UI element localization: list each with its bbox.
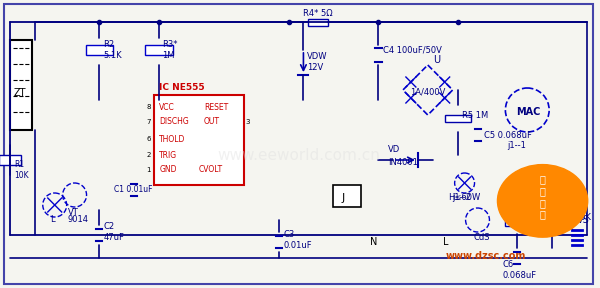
Text: IC NE555: IC NE555	[159, 82, 205, 92]
Text: C5 0.068uF: C5 0.068uF	[484, 130, 532, 139]
Bar	[10, 40, 32, 130]
Bar	[505, 219, 529, 226]
Text: VS: VS	[577, 215, 590, 225]
Text: CVOLT: CVOLT	[199, 166, 223, 175]
Text: MAC: MAC	[517, 107, 541, 117]
Text: R3*
1M: R3* 1M	[162, 40, 178, 60]
Text: C2
47uF: C2 47uF	[103, 222, 124, 242]
Text: RESET: RESET	[204, 103, 228, 111]
Text: 2ST: 2ST	[559, 223, 575, 232]
Text: U: U	[433, 55, 440, 65]
Bar	[145, 45, 173, 55]
Bar	[445, 115, 470, 122]
Bar	[308, 18, 328, 26]
Text: C1 0.01uF: C1 0.01uF	[115, 185, 153, 194]
Text: H≤60W: H≤60W	[448, 193, 480, 202]
Text: J: J	[341, 193, 345, 203]
Text: VT: VT	[68, 208, 79, 217]
Text: VCC: VCC	[159, 103, 175, 111]
Text: 3: 3	[246, 119, 250, 125]
Text: 1: 1	[147, 167, 151, 173]
Text: THOLD: THOLD	[159, 134, 185, 143]
Text: j1--1: j1--1	[508, 141, 526, 150]
Text: CdS: CdS	[473, 233, 490, 242]
Text: OUT: OUT	[204, 118, 220, 126]
Text: C3
0.01uF: C3 0.01uF	[284, 230, 312, 250]
Text: 7: 7	[147, 119, 151, 125]
Text: j1--2: j1--2	[452, 193, 472, 202]
Text: N: N	[370, 237, 378, 247]
Bar	[0, 155, 21, 165]
Text: IN4001: IN4001	[388, 158, 418, 167]
Bar	[154, 95, 244, 185]
Text: 1A/400V: 1A/400V	[410, 88, 445, 96]
Text: 9014: 9014	[68, 215, 89, 224]
Text: R6
10K: R6 10K	[521, 210, 537, 230]
Text: ZT: ZT	[14, 88, 26, 98]
Text: R5 1M: R5 1M	[461, 111, 488, 120]
Text: L: L	[50, 215, 55, 224]
Text: GND: GND	[159, 166, 176, 175]
Text: 8: 8	[147, 104, 151, 110]
Text: www.eeworld.com.cn: www.eeworld.com.cn	[217, 147, 380, 162]
Text: R2
5.1K: R2 5.1K	[103, 40, 122, 60]
Text: C4 100uF/50V: C4 100uF/50V	[383, 46, 442, 54]
Bar	[86, 45, 113, 55]
Text: DISCHG: DISCHG	[159, 118, 189, 126]
Text: TRIG: TRIG	[159, 151, 177, 160]
Text: 2: 2	[147, 152, 151, 158]
Bar	[333, 185, 361, 207]
Bar	[540, 219, 564, 226]
Text: VD: VD	[388, 145, 400, 154]
Text: R1
10K: R1 10K	[14, 160, 29, 180]
Text: VDW
12V: VDW 12V	[307, 52, 328, 72]
Text: L: L	[443, 237, 448, 247]
Text: R4* 5Ω: R4* 5Ω	[304, 9, 333, 18]
Text: C6
0.068uF: C6 0.068uF	[502, 260, 536, 280]
Text: RP 100K: RP 100K	[556, 213, 591, 223]
Text: 6: 6	[147, 136, 151, 142]
